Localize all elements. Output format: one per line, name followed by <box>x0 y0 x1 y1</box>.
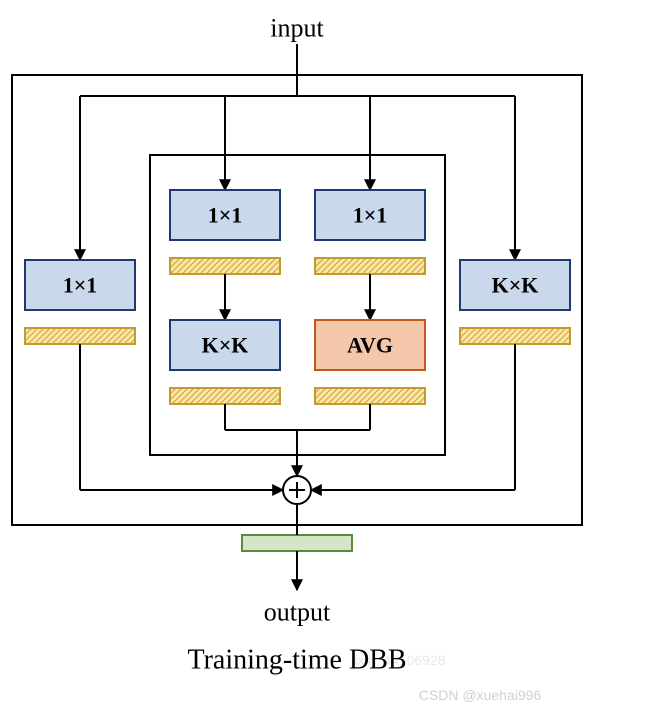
convKxK-right-label: K×K <box>492 273 539 298</box>
diagram-title: Training-time DBB <box>187 645 406 676</box>
bn-left <box>25 328 135 344</box>
bn-mid1-b <box>170 388 280 404</box>
watermark-text-1: CSDN @xuehai996 <box>419 687 542 703</box>
bn-mid2-a <box>315 258 425 274</box>
avg-mid2-label: AVG <box>347 333 393 358</box>
convKxK-mid1-label: K×K <box>202 333 249 358</box>
conv1x1-left-label: 1×1 <box>63 273 98 298</box>
conv1x1-mid1-label: 1×1 <box>208 203 243 228</box>
bn-mid2-b <box>315 388 425 404</box>
output-block <box>242 535 352 551</box>
output-label: output <box>264 598 331 627</box>
input-label: input <box>270 14 324 43</box>
bn-right <box>460 328 570 344</box>
bn-mid1-a <box>170 258 280 274</box>
conv1x1-mid2-label: 1×1 <box>353 203 388 228</box>
